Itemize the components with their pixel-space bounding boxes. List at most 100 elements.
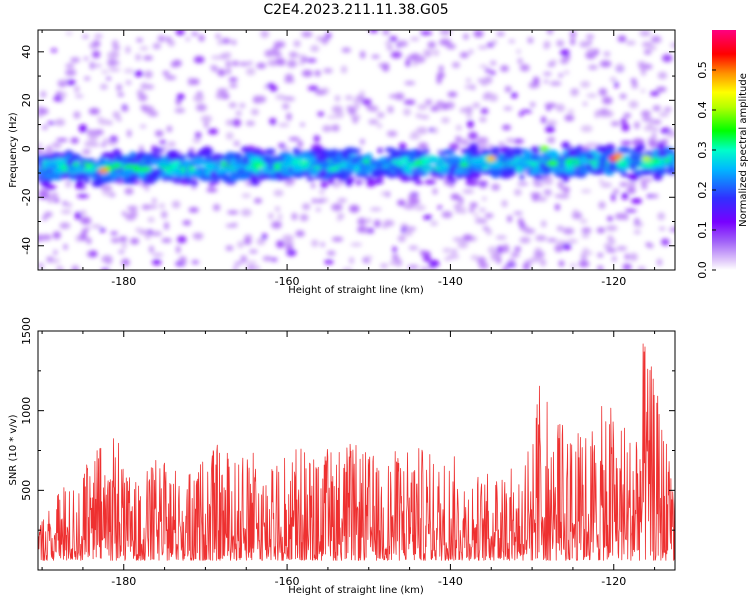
heatmap-cell xyxy=(462,189,475,194)
heatmap-cell xyxy=(652,132,657,139)
heatmap-cell xyxy=(274,45,281,48)
heatmap-cell xyxy=(250,179,260,186)
heatmap-cell xyxy=(472,154,481,158)
heatmap-cell xyxy=(530,192,542,198)
heatmap-cell xyxy=(430,106,440,112)
heatmap-cell xyxy=(382,63,390,72)
heatmap-cell xyxy=(72,162,80,167)
heatmap-cell xyxy=(383,219,395,227)
heatmap-cell xyxy=(661,238,670,246)
heatmap-cell xyxy=(519,236,531,244)
heatmap-cell xyxy=(210,170,217,179)
heatmap-cell xyxy=(403,99,416,105)
heatmap-cell xyxy=(159,203,165,209)
heatmap-cell xyxy=(127,205,138,211)
heatmap-cell xyxy=(427,41,436,49)
y-tick-label: -40 xyxy=(20,237,33,255)
heatmap-cell xyxy=(60,92,65,100)
heatmap-cell xyxy=(567,239,578,244)
heatmap-cell xyxy=(306,177,315,182)
heatmap-cell xyxy=(382,30,390,35)
heatmap-cell xyxy=(368,119,379,125)
heatmap-cell xyxy=(630,198,643,204)
heatmap-cell xyxy=(414,168,424,174)
heatmap-cell xyxy=(316,208,321,212)
heatmap-cell xyxy=(211,155,220,161)
heatmap-cell xyxy=(540,220,547,228)
heatmap-cell xyxy=(521,163,532,170)
heatmap-cell xyxy=(485,228,492,236)
heatmap-cell xyxy=(244,150,257,155)
heatmap-cell xyxy=(248,61,253,65)
snr-y-ticks: 500 1000 1500 xyxy=(20,317,675,571)
heatmap-cell xyxy=(40,90,47,98)
heatmap-cell xyxy=(173,177,180,184)
heatmap-cell xyxy=(608,165,617,171)
heatmap-cell xyxy=(198,34,205,42)
heatmap-cell xyxy=(270,257,278,262)
heatmap-cell xyxy=(254,198,262,204)
heatmap-cell xyxy=(358,170,369,175)
heatmap-cell xyxy=(407,176,421,181)
heatmap-cell xyxy=(386,130,398,137)
heatmap-cell xyxy=(451,62,461,68)
heatmap-cell xyxy=(301,31,313,38)
heatmap-cell xyxy=(207,128,219,135)
heatmap-cell xyxy=(130,238,140,245)
heatmap-cell xyxy=(625,40,636,45)
heatmap-cell xyxy=(439,30,452,36)
heatmap-cell xyxy=(468,131,478,140)
heatmap-cell xyxy=(554,156,567,162)
heatmap-cell xyxy=(273,189,284,197)
heatmap-cell xyxy=(165,36,172,43)
heatmap-cell xyxy=(291,166,303,173)
heatmap-cell xyxy=(91,224,102,229)
x-tick-label: -180 xyxy=(111,575,136,588)
heatmap-cell xyxy=(215,34,221,39)
heatmap-cell xyxy=(370,105,379,112)
heatmap-cell xyxy=(414,180,424,185)
heatmap-cell xyxy=(46,121,56,125)
heatmap-cell xyxy=(459,107,469,113)
heatmap-cell xyxy=(167,174,173,182)
heatmap-cell xyxy=(563,70,570,75)
heatmap-cell xyxy=(353,103,360,110)
heatmap-cell xyxy=(230,160,236,167)
heatmap-cell xyxy=(513,211,523,215)
heatmap-cell xyxy=(167,141,176,147)
heatmap-cell xyxy=(288,51,298,58)
heatmap-cell xyxy=(500,156,507,164)
heatmap-cell xyxy=(629,162,642,167)
heatmap-cell xyxy=(643,178,653,182)
heatmap-cell xyxy=(404,81,416,85)
heatmap-cell xyxy=(621,173,630,178)
heatmap-cell xyxy=(393,168,404,174)
colorbar-tick-label: 0.0 xyxy=(696,261,709,279)
heatmap-cell xyxy=(75,94,84,98)
heatmap-cell xyxy=(491,252,502,258)
heatmap-cell xyxy=(347,177,356,182)
heatmap-cell xyxy=(454,167,464,176)
heatmap-cell xyxy=(554,244,563,253)
heatmap-cell xyxy=(578,158,584,165)
heatmap-cell xyxy=(85,158,93,164)
heatmap-cell xyxy=(291,158,304,163)
heatmap-cell xyxy=(178,256,187,265)
heatmap-cell xyxy=(569,31,577,38)
heatmap-cell xyxy=(271,221,282,229)
heatmap-cell xyxy=(405,166,415,170)
heatmap-cell xyxy=(80,216,92,225)
heatmap-cell xyxy=(557,180,564,189)
heatmap-cell xyxy=(529,257,541,263)
heatmap-cell xyxy=(56,138,68,142)
heatmap-cell xyxy=(309,169,320,176)
heatmap-cell xyxy=(664,107,672,112)
heatmap-cell xyxy=(408,198,420,205)
heatmap-cell xyxy=(652,164,665,169)
heatmap-cell xyxy=(101,142,106,148)
x-tick-label: -180 xyxy=(111,275,136,288)
heatmap-cell xyxy=(88,108,100,115)
heatmap-cell xyxy=(462,148,473,155)
heatmap-cell xyxy=(41,125,49,130)
heatmap-cell xyxy=(572,209,579,214)
